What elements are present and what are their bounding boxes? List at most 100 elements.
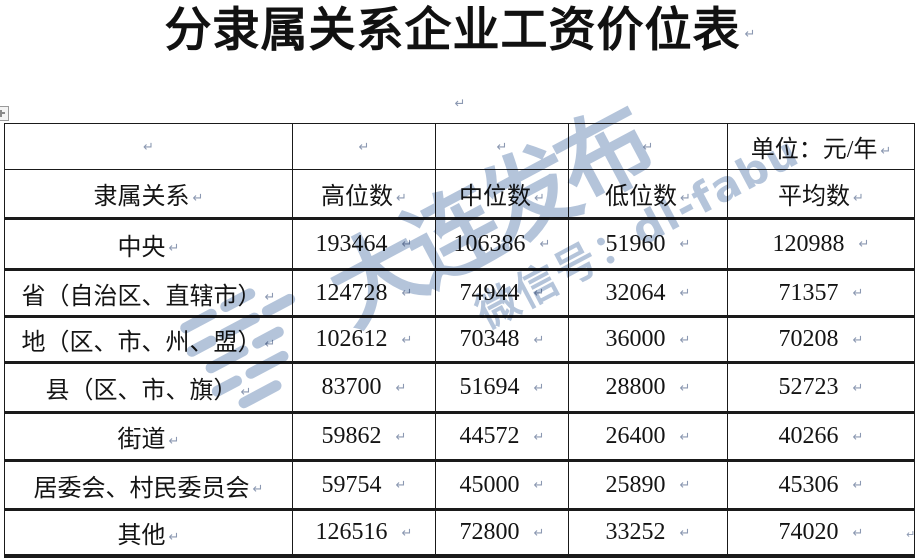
value: 71357 [778, 279, 839, 306]
affiliation-label: 中央 [117, 234, 166, 261]
median-cell: 51694 ↵ [435, 362, 569, 414]
paragraph-mark-icon: ↵ [395, 429, 407, 445]
high-cell: 126516 ↵ [292, 509, 436, 558]
value: 33252 [605, 519, 666, 545]
paragraph-mark-icon: ↵ [539, 237, 551, 253]
value: 45306 [778, 471, 839, 498]
paragraph-mark-icon: ↵ [396, 190, 407, 206]
affiliation-label: 省（自治区、直辖市） [21, 283, 262, 310]
average-cell: 71357 ↵ [727, 269, 915, 318]
table-row: 县（区、市、旗） ↵ 83700 ↵ 51694 ↵ 28800 ↵ 52723 ↵ [4, 362, 915, 414]
average-cell: 74020 ↵ [727, 509, 915, 558]
affiliation-cell: 中央 ↵ [4, 218, 293, 271]
value: 193464 [315, 230, 388, 257]
paragraph-mark-icon: ↵ [679, 286, 691, 302]
high-cell: 59754 ↵ [292, 460, 436, 511]
low-cell: 33252 ↵ [568, 509, 728, 558]
low-cell: 26400 ↵ [568, 412, 728, 462]
paragraph-mark-icon: ↵ [240, 384, 252, 400]
paragraph-mark-icon: ↵ [853, 190, 864, 206]
median-cell: 70348 ↵ [435, 316, 569, 364]
header-affiliation: 隶属关系 ↵ [4, 169, 293, 220]
paragraph-mark-icon: ↵ [852, 332, 864, 348]
header-label: 隶属关系 [93, 184, 190, 210]
paragraph-mark-icon: ↵ [168, 241, 180, 257]
empty-cell: ↵ [4, 123, 293, 170]
paragraph-mark-icon: ↵ [264, 336, 276, 352]
value: 72800 [459, 519, 520, 545]
value: 124728 [315, 279, 388, 306]
table-row: 省（自治区、直辖市） ↵ 124728 ↵ 74944 ↵ 32064 ↵ 71357 ↵ [4, 269, 915, 318]
unit-label: 单位：元/年 [750, 137, 878, 163]
paragraph-mark-icon: ↵ [852, 478, 864, 494]
header-low: 低位数 ↵ [568, 169, 728, 220]
table-row: 居委会、村民委员会 ↵ 59754 ↵ 45000 ↵ 25890 ↵ 45306 ↵ [4, 460, 915, 511]
header-label: 平均数 [778, 184, 851, 210]
value: 126516 [315, 519, 388, 545]
header-label: 高位数 [321, 184, 394, 210]
average-cell: 40266 ↵ [727, 412, 915, 462]
average-cell: 70208 ↵ [727, 316, 915, 364]
paragraph-mark-icon: ↵ [533, 429, 545, 445]
table-row: 街道 ↵ 59862 ↵ 44572 ↵ 26400 ↵ 40266 ↵ [4, 412, 915, 462]
paragraph-mark-icon: ↵ [533, 380, 545, 396]
header-median: 中位数 ↵ [435, 169, 569, 220]
value: 120988 [772, 230, 845, 257]
average-cell: 45306 ↵ [727, 460, 915, 511]
paragraph-mark-icon: ↵ [395, 478, 407, 494]
paragraph-mark-icon: ↵ [852, 380, 864, 396]
paragraph-mark-icon: ↵ [533, 332, 545, 348]
paragraph-mark-icon: ↵ [401, 332, 413, 348]
paragraph-mark-icon: ↵ [358, 139, 370, 155]
page-title-text: 分隶属关系企业工资价位表 [164, 5, 741, 57]
unit-label-cell: 单位：元/年 ↵ [727, 123, 915, 170]
header-label: 低位数 [605, 184, 678, 210]
affiliation-cell: 县（区、市、旗） ↵ [4, 362, 293, 414]
high-cell: 193464 ↵ [292, 218, 436, 271]
paragraph-mark-icon: ↵ [680, 190, 691, 206]
affiliation-cell: 省（自治区、直辖市） ↵ [4, 269, 293, 318]
affiliation-label: 其他 [117, 523, 166, 549]
paragraph-mark-icon: ↵ [401, 525, 413, 541]
affiliation-cell: 其他 ↵ [4, 509, 293, 558]
empty-cell: ↵ [435, 123, 569, 170]
empty-cell: ↵ [568, 123, 728, 170]
paragraph-mark-icon: ↵ [192, 190, 204, 206]
value: 51694 [459, 374, 520, 400]
value: 83700 [321, 374, 382, 400]
header-row: 隶属关系 ↵ 高位数 ↵ 中位数 ↵ 低位数 ↵ 平均数 ↵ [4, 169, 915, 220]
table-move-handle-icon [0, 106, 9, 121]
affiliation-label: 县（区、市、旗） [45, 378, 238, 404]
paragraph-mark-icon: ↵ [401, 237, 413, 253]
value: 70348 [459, 326, 520, 352]
value: 51960 [605, 230, 666, 257]
header-high: 高位数 ↵ [292, 169, 436, 220]
value: 106386 [453, 230, 526, 257]
paragraph-mark-icon: ↵ [252, 482, 264, 498]
paragraph-mark-icon: ↵ [143, 139, 154, 155]
paragraph-mark-icon: ↵ [852, 429, 864, 445]
value: 36000 [605, 326, 666, 352]
value: 59862 [321, 423, 382, 449]
affiliation-label: 街道 [117, 427, 166, 453]
paragraph-mark-icon: ↵ [679, 237, 691, 253]
paragraph-mark-icon: ↵ [858, 237, 870, 253]
paragraph-mark-icon: ↵ [264, 290, 276, 306]
paragraph-mark-icon: ↵ [533, 478, 545, 494]
paragraph-mark-icon: ↵ [880, 143, 892, 159]
header-average: 平均数 ↵ [727, 169, 915, 220]
value: 40266 [778, 423, 839, 449]
value: 52723 [778, 374, 839, 400]
value: 74020 [778, 519, 839, 545]
page-title: 分隶属关系企业工资价位表 ↵ [0, 0, 920, 66]
median-cell: 74944 ↵ [435, 269, 569, 318]
paragraph-mark-icon: ↵ [744, 27, 756, 43]
paragraph-mark-icon: ↵ [401, 286, 413, 302]
paragraph-mark-icon: ↵ [679, 525, 691, 541]
affiliation-label: 居委会、村民委员会 [33, 475, 250, 502]
average-cell: 120988 ↵ [727, 218, 915, 271]
high-cell: 124728 ↵ [292, 269, 436, 318]
affiliation-cell: 居委会、村民委员会 ↵ [4, 460, 293, 511]
affiliation-cell: 街道 ↵ [4, 412, 293, 462]
average-cell: 52723 ↵ [727, 362, 915, 414]
